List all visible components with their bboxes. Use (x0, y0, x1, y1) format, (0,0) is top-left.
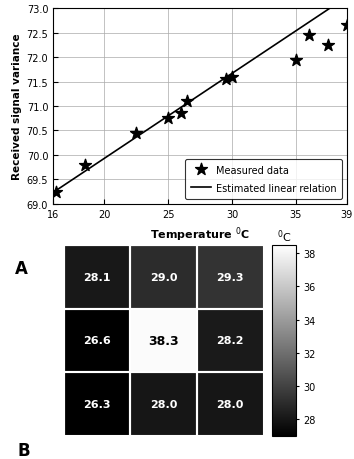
Legend: Measured data, Estimated linear relation: Measured data, Estimated linear relation (185, 160, 342, 200)
Bar (197, 245, 263, 309)
Text: 29.0: 29.0 (150, 272, 177, 282)
Bar (64, 245, 130, 309)
Text: 28.2: 28.2 (216, 336, 244, 346)
Measured data (306, 32, 312, 39)
Measured data (223, 76, 228, 84)
Measured data (178, 111, 184, 118)
Text: 28.0: 28.0 (150, 399, 177, 409)
Measured data (53, 189, 58, 196)
Bar (197, 309, 263, 372)
Bar (130, 245, 197, 309)
Bar (64, 372, 130, 436)
Measured data (325, 42, 331, 50)
Measured data (184, 98, 190, 106)
Y-axis label: Received signal variance: Received signal variance (12, 34, 22, 180)
Bar (130, 372, 197, 436)
Measured data (133, 130, 139, 137)
Title: $^0$C: $^0$C (277, 228, 291, 245)
Text: 26.6: 26.6 (83, 336, 111, 346)
Measured data (165, 115, 171, 123)
X-axis label: Temperature $^0$C: Temperature $^0$C (150, 225, 250, 243)
Measured data (82, 162, 88, 169)
Measured data (344, 22, 350, 30)
Text: B: B (18, 441, 30, 459)
Measured data (293, 57, 299, 64)
Bar (197, 372, 263, 436)
Text: 28.1: 28.1 (83, 272, 111, 282)
Measured data (229, 74, 235, 81)
Text: 29.3: 29.3 (216, 272, 244, 282)
Bar (130, 309, 197, 372)
Text: 38.3: 38.3 (148, 334, 179, 347)
Text: 26.3: 26.3 (83, 399, 111, 409)
Bar (64, 309, 130, 372)
Text: A: A (15, 259, 28, 277)
Text: 28.0: 28.0 (217, 399, 244, 409)
